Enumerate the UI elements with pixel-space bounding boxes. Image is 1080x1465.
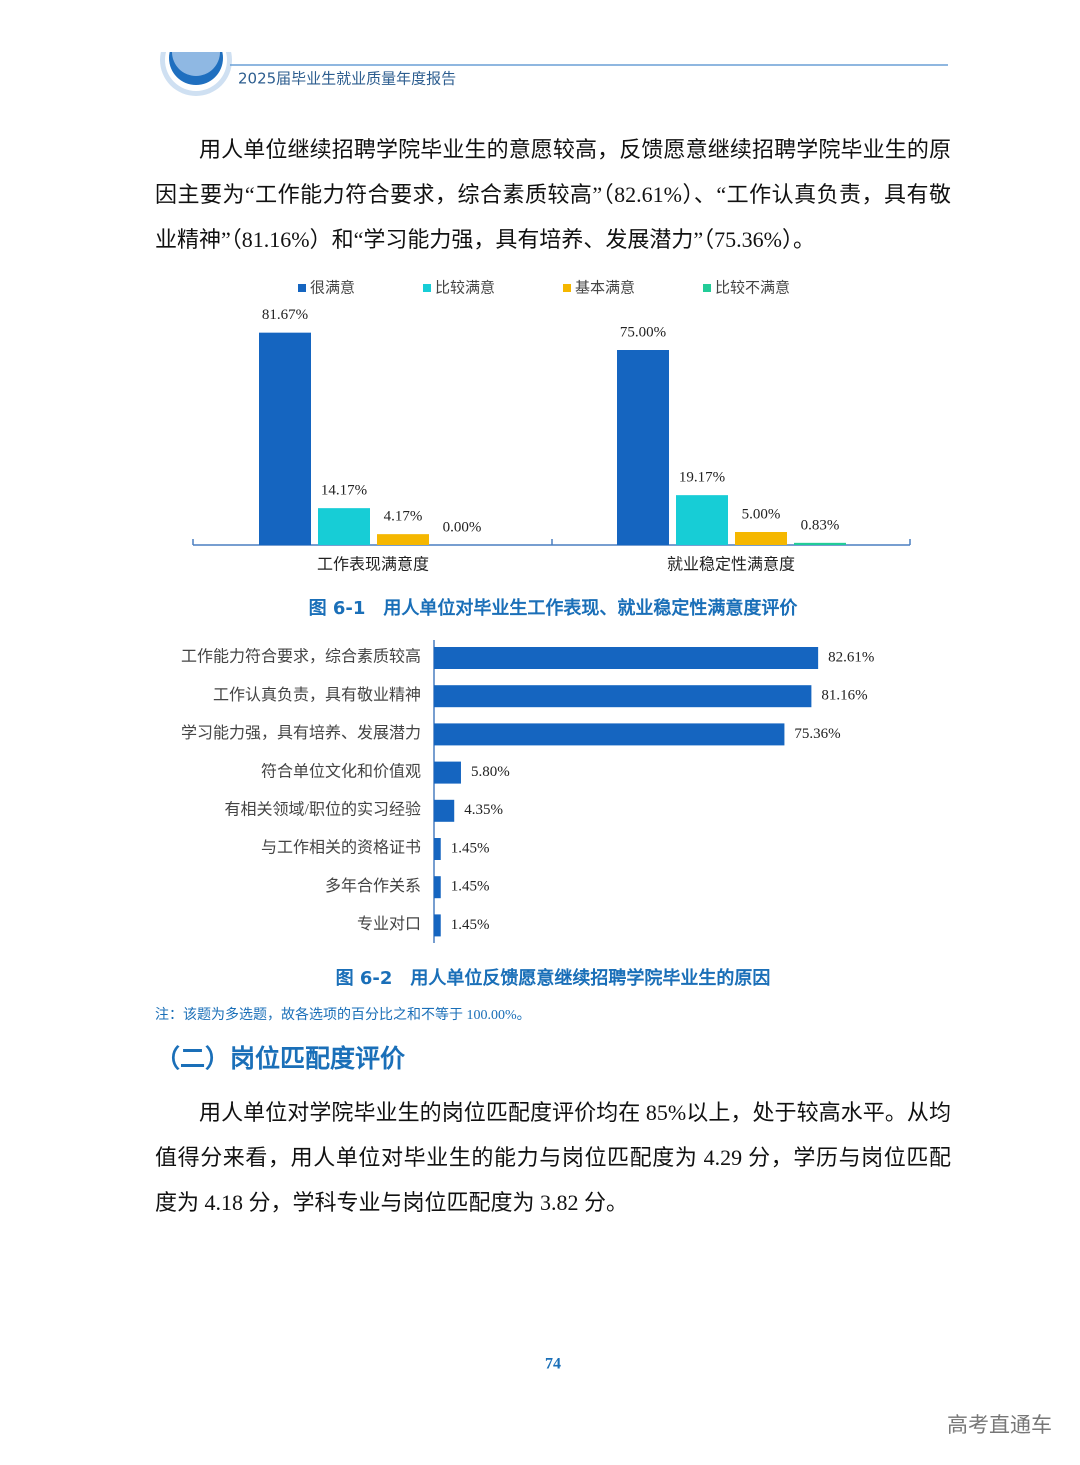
y-tick-label: 专业对口 — [357, 915, 421, 933]
value-label: 19.17% — [679, 470, 725, 486]
bar — [617, 350, 669, 545]
note: 注：该题为多选题，故各选项的百分比之和不等于 100.00%。 — [155, 1006, 531, 1023]
watermark: 高考直通车 — [947, 1413, 1052, 1437]
y-tick-label: 与工作相关的资格证书 — [261, 839, 421, 857]
bar — [434, 647, 819, 669]
value-label: 75.00% — [620, 324, 666, 340]
bar — [377, 534, 429, 545]
legend-label: 比较满意 — [435, 278, 495, 296]
y-tick-label: 多年合作关系 — [325, 877, 421, 895]
legend-swatch — [703, 284, 711, 292]
legend-swatch — [298, 284, 306, 292]
bar — [676, 495, 728, 545]
y-tick-label: 工作能力符合要求，综合素质较高 — [181, 648, 421, 666]
value-label: 0.00% — [443, 519, 482, 535]
legend-swatch — [423, 284, 431, 292]
value-label: 81.67% — [262, 307, 308, 323]
bar — [434, 761, 461, 784]
bar — [434, 914, 441, 937]
bar — [434, 799, 455, 822]
x-tick-label: 工作表现满意度 — [317, 555, 429, 574]
value-label: 82.61% — [828, 649, 874, 665]
value-label: 5.00% — [742, 506, 781, 522]
y-tick-label: 符合单位文化和价值观 — [261, 762, 421, 780]
value-label: 1.45% — [451, 879, 490, 895]
legend-swatch — [563, 284, 571, 292]
value-label: 1.45% — [451, 917, 490, 933]
legend-label: 基本满意 — [575, 278, 635, 296]
header-logo — [150, 0, 250, 96]
value-label: 1.45% — [451, 840, 490, 856]
header-title: 2025届毕业生就业质量年度报告 — [238, 70, 456, 88]
bar — [434, 685, 812, 708]
value-label: 75.36% — [794, 726, 840, 742]
legend-label: 比较不满意 — [715, 278, 790, 296]
bar — [794, 542, 846, 545]
y-tick-label: 有相关领域/职位的实习经验 — [225, 800, 421, 818]
bar — [735, 532, 787, 545]
value-label: 14.17% — [321, 483, 367, 499]
bar — [434, 876, 441, 899]
y-tick-label: 工作认真负责，具有敬业精神 — [213, 686, 421, 704]
legend-label: 很满意 — [310, 278, 355, 296]
bar — [434, 723, 785, 746]
value-label: 4.17% — [384, 509, 423, 525]
paragraph: 用人单位对学院毕业生的岗位匹配度评价均在 85%以上，处于较高水平。从均值得分来… — [155, 1100, 951, 1215]
value-label: 0.83% — [801, 517, 840, 533]
y-tick-label: 学习能力强，具有培养、发展潜力 — [181, 724, 421, 742]
paragraph: 用人单位继续招聘学院毕业生的意愿较高，反馈愿意继续招聘学院毕业生的原因主要为“工… — [155, 137, 951, 252]
x-tick-label: 就业稳定性满意度 — [667, 555, 795, 574]
page-number: 74 — [545, 1356, 561, 1373]
bar — [318, 508, 370, 545]
chart-title: 图 6-2 用人单位反馈愿意继续招聘学院毕业生的原因 — [336, 967, 771, 989]
value-label: 5.80% — [471, 764, 510, 780]
bar — [259, 332, 311, 545]
chart-title: 图 6-1 用人单位对毕业生工作表现、就业稳定性满意度评价 — [309, 597, 799, 619]
value-label: 81.16% — [821, 688, 867, 704]
bar — [434, 838, 441, 860]
value-label: 4.35% — [464, 802, 503, 818]
section-heading: （二）岗位匹配度评价 — [155, 1044, 406, 1073]
